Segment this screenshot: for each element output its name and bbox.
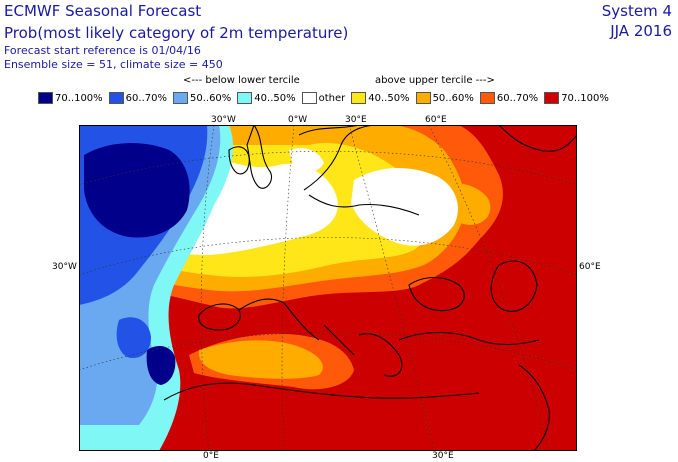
coast-greece xyxy=(358,333,403,377)
lon-label-0-top: 0°W xyxy=(288,115,308,125)
legend-swatch xyxy=(38,92,53,104)
coast-red-sea xyxy=(518,364,550,451)
map-frame xyxy=(79,125,577,451)
legend-item: 50..60% xyxy=(172,92,232,104)
legend-item: 60..70% xyxy=(479,92,539,104)
lon-label-0e-bottom: 0°E xyxy=(203,451,219,461)
season-label: JJA 2016 xyxy=(610,22,672,40)
lon-label-30e-bottom: 30°E xyxy=(432,451,454,461)
legend-item: 70..100% xyxy=(38,92,103,104)
region-other-north xyxy=(289,148,324,173)
graticule xyxy=(79,125,577,451)
legend-label: other xyxy=(318,92,346,104)
coastlines xyxy=(163,125,577,451)
legend-item: 40..50% xyxy=(351,92,410,104)
forecast-start-reference: Forecast start reference is 01/04/16 xyxy=(4,44,201,57)
legend-swatch xyxy=(544,92,560,104)
coast-caspian-sea xyxy=(490,260,538,312)
legend-swatch xyxy=(108,92,124,104)
map-subtitle: Prob(most likely category of 2m temperat… xyxy=(4,24,349,42)
lon-label-60e-top: 60°E xyxy=(425,115,447,125)
coast-france-italy xyxy=(238,298,320,341)
above-tercile-label: above upper tercile ---> xyxy=(375,75,495,86)
region-med-orange xyxy=(198,340,323,379)
lon-label-30w-top: 30°W xyxy=(211,115,236,125)
coast-ireland xyxy=(228,146,250,175)
legend-label: 40..50% xyxy=(254,92,296,104)
legend-label: 60..70% xyxy=(125,92,167,104)
graticule-meridian-30w xyxy=(200,125,215,451)
lon-label-60e-right: 60°E xyxy=(579,262,601,272)
probability-legend: 70..100% 60..70% 50..60% 40..50% other 4… xyxy=(38,92,615,104)
graticule-meridian-30e xyxy=(348,125,435,451)
system-label: System 4 xyxy=(601,2,672,20)
legend-item: 50..60% xyxy=(415,92,474,104)
legend-swatch xyxy=(415,92,431,104)
coast-italy-boot xyxy=(323,324,355,356)
ensemble-size: Ensemble size = 51, climate size = 450 xyxy=(4,58,223,71)
region-dark-blue xyxy=(84,143,190,238)
probability-map xyxy=(79,125,577,451)
legend-item: 40..50% xyxy=(237,92,296,104)
region-blue-small xyxy=(116,317,151,359)
map-title: ECMWF Seasonal Forecast xyxy=(4,2,202,20)
legend-item: 60..70% xyxy=(108,92,167,104)
legend-swatch xyxy=(301,92,317,104)
graticule-parallel xyxy=(79,151,577,186)
coast-arctic xyxy=(498,125,577,152)
legend-item: other xyxy=(301,92,346,104)
legend-label: 50..60% xyxy=(432,92,474,104)
legend-label: 40..50% xyxy=(368,92,410,104)
legend-item: 70..100% xyxy=(544,92,609,104)
below-tercile-label: <--- below lower tercile xyxy=(183,75,300,86)
legend-label: 50..60% xyxy=(189,92,232,104)
coast-britain xyxy=(246,125,273,189)
legend-label: 70..100% xyxy=(561,92,609,104)
region-other-east xyxy=(351,168,458,246)
legend-swatch xyxy=(479,92,495,104)
coast-black-sea xyxy=(408,276,465,312)
legend-swatch xyxy=(351,92,367,104)
legend-label: 60..70% xyxy=(496,92,539,104)
lon-label-30e-top: 30°E xyxy=(345,115,367,125)
lon-label-30w-left: 30°W xyxy=(52,262,77,272)
coast-iberia xyxy=(198,303,241,331)
legend-swatch xyxy=(237,92,253,104)
region-dark-blue-small xyxy=(146,345,176,385)
coast-baltic xyxy=(308,194,420,216)
coast-north-africa xyxy=(163,382,480,401)
legend-swatch xyxy=(172,92,188,104)
legend-label: 70..100% xyxy=(55,92,103,104)
graticule-meridian-0 xyxy=(281,125,295,451)
